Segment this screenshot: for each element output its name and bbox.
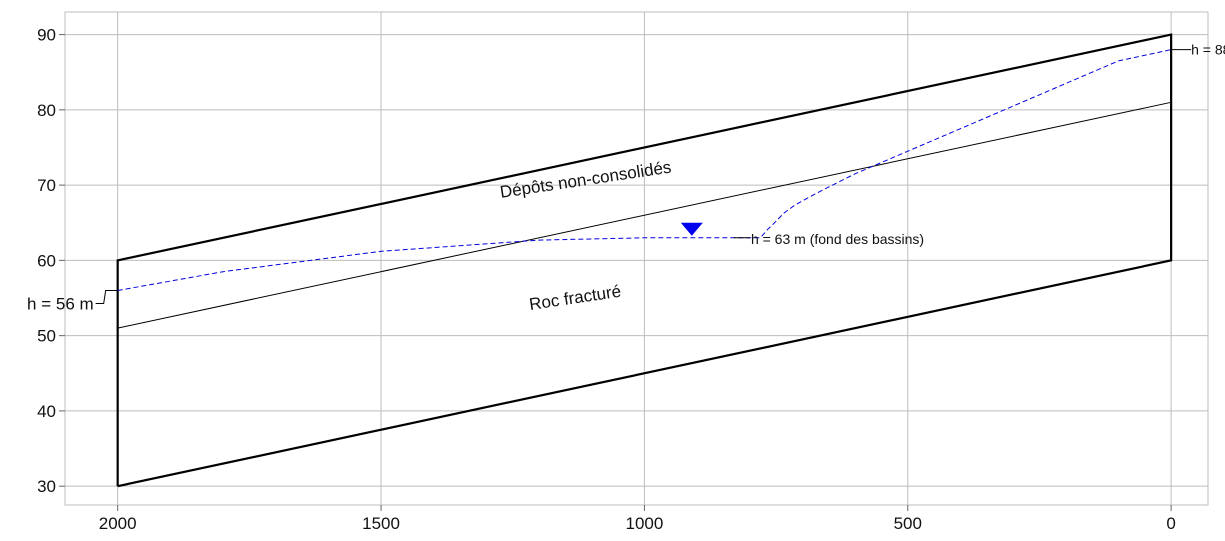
callout-label: h = 63 m (fond des bassins) <box>751 231 924 247</box>
x-axis-ticks: 2000 1500 1000 500 0 <box>99 505 1176 533</box>
plot-area-frame <box>64 11 1209 506</box>
layer-label: Dépôts non-consolidés <box>499 157 673 201</box>
x-tick-label: 500 <box>894 514 922 533</box>
y-tick-label: 60 <box>37 251 56 270</box>
water-table <box>117 49 1172 291</box>
x-tick-label: 0 <box>1166 514 1175 533</box>
y-tick-label: 70 <box>37 176 56 195</box>
x-tick-label: 1000 <box>625 514 663 533</box>
water-table-symbol-icon <box>680 222 703 236</box>
y-tick-label: 80 <box>37 101 56 120</box>
y-tick-label: 50 <box>37 327 56 346</box>
plot-area-border <box>64 11 1209 506</box>
water-table-line <box>117 49 1172 291</box>
callout-label: h = 56 m <box>27 294 94 313</box>
x-tick-label: 2000 <box>99 514 137 533</box>
geology-layers <box>116 33 1173 488</box>
model-domain-outline <box>116 33 1173 488</box>
y-axis-ticks: 30 40 50 60 70 80 90 <box>37 26 65 496</box>
grid <box>65 12 1208 505</box>
y-tick-label: 40 <box>37 402 56 421</box>
callout-leader-line <box>95 289 118 304</box>
callout-label: h = 88 m <box>1191 42 1225 58</box>
layer-label: Roc fracturé <box>528 282 622 314</box>
y-tick-label: 90 <box>37 26 56 45</box>
annotations: Dépôts non-consolidés Roc fracturé h = 88 … <box>27 42 1225 314</box>
x-tick-label: 1500 <box>362 514 400 533</box>
y-tick-label: 30 <box>37 477 56 496</box>
layer-boundary-line <box>117 101 1172 329</box>
